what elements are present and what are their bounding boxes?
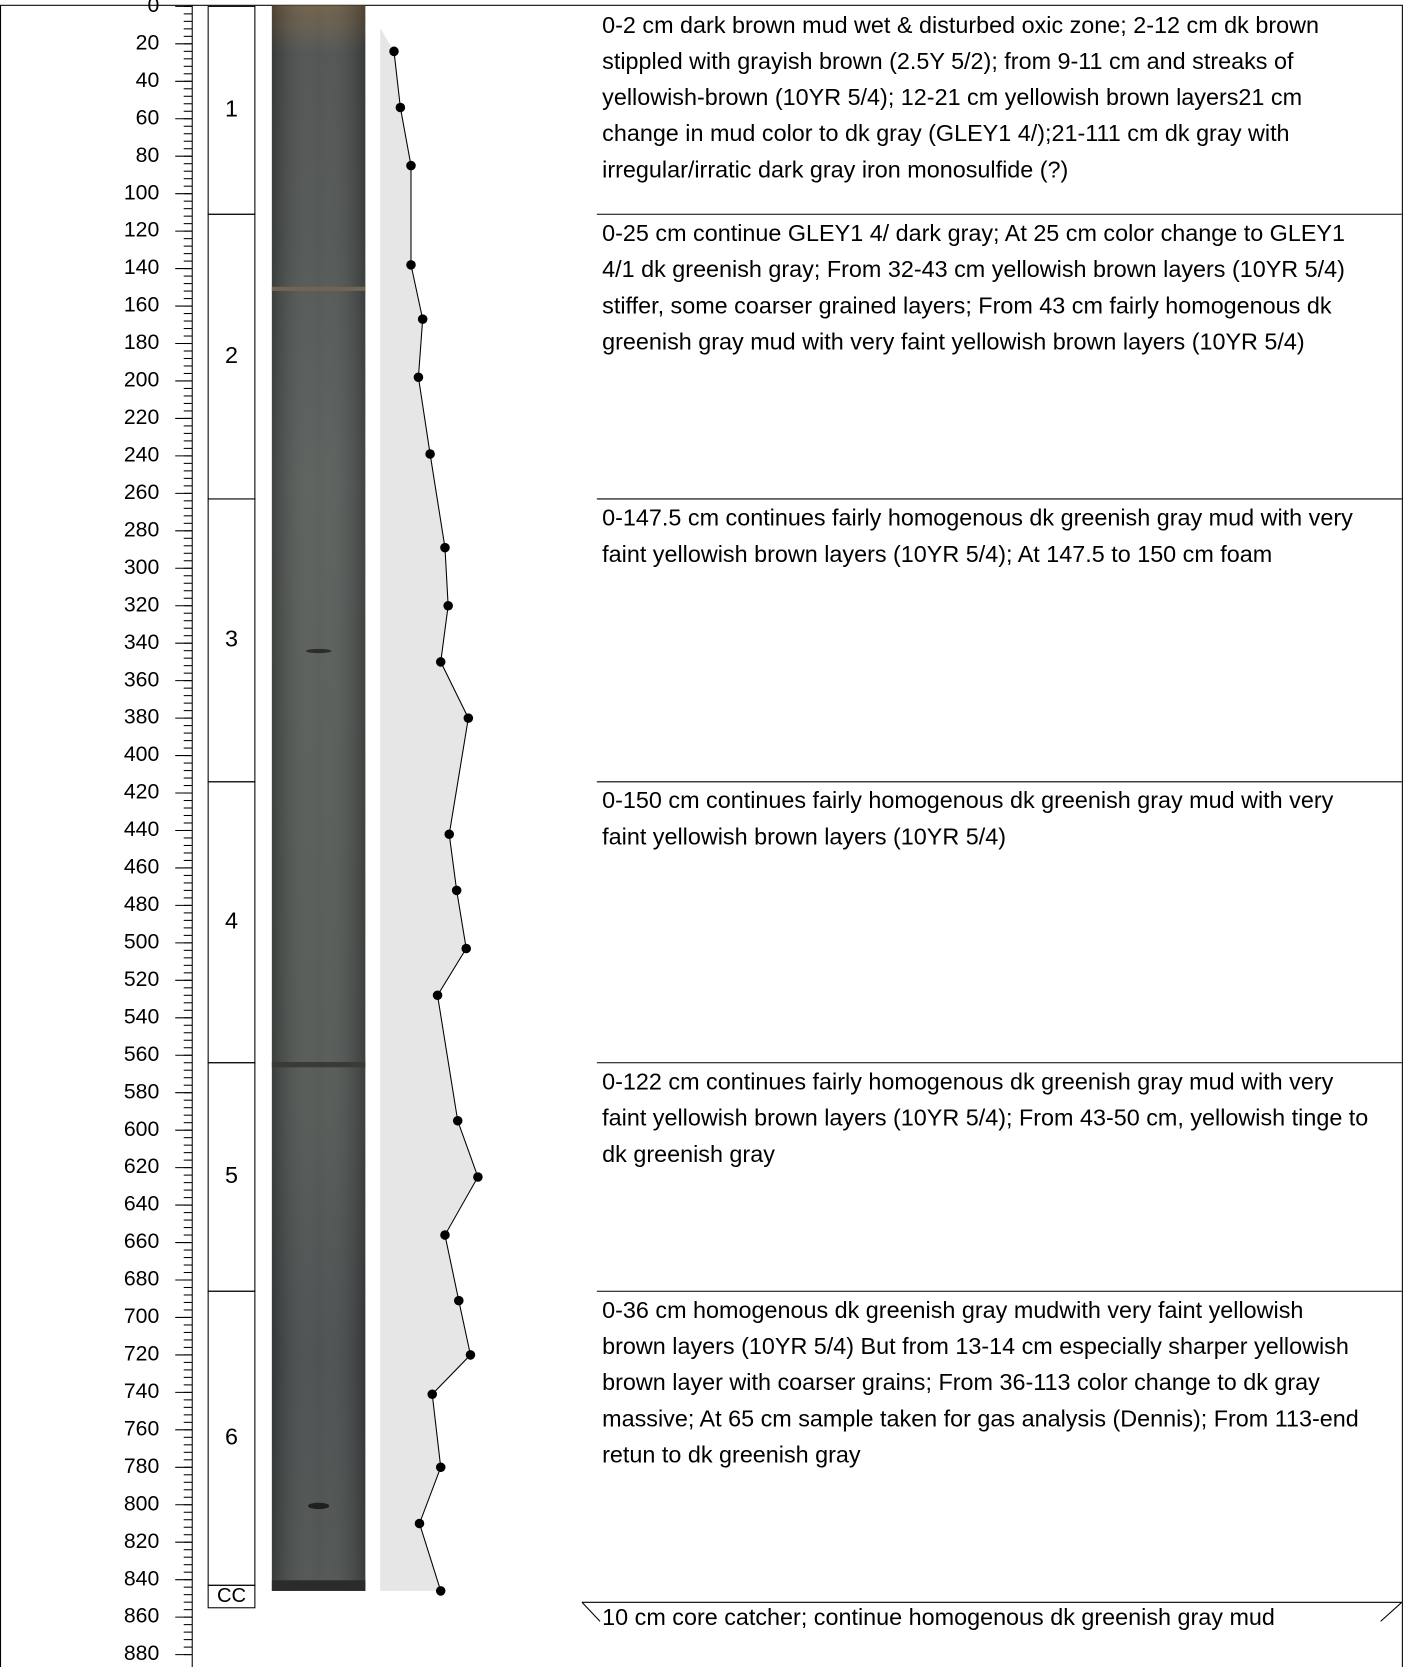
y-tick-label: 600 (124, 1117, 159, 1141)
section-label: 4 (225, 907, 238, 933)
profile-point (443, 600, 453, 611)
y-tick-label: 700 (124, 1304, 159, 1328)
y-tick-label: 240 (124, 442, 159, 466)
profile-point (461, 943, 471, 954)
profile-line (393, 51, 479, 1592)
profile-point (395, 102, 406, 113)
section-description: 0-25 cm continue GLEY1 4/ dark gray; At … (602, 219, 1346, 355)
profile-point (435, 657, 446, 667)
core-image-shade (271, 5, 366, 1591)
section-label: 1 (225, 95, 238, 121)
y-tick-label: 220 (124, 405, 159, 429)
section-label: 2 (225, 342, 238, 368)
y-tick-label: 540 (124, 1004, 159, 1028)
section-description: 0-36 cm homogenous dk greenish gray mudw… (602, 1296, 1359, 1468)
y-tick-label: 760 (124, 1416, 159, 1440)
y-tick-label: 800 (124, 1491, 159, 1515)
section-label: 6 (225, 1423, 238, 1449)
description-divider (1380, 1601, 1403, 1622)
section-description: 10 cm core catcher; continue homogenous … (602, 1603, 1275, 1630)
core-feature (307, 1502, 330, 1510)
section-description: 0-122 cm continues fairly homogenous dk … (602, 1068, 1369, 1167)
y-tick-label: 300 (124, 555, 159, 579)
y-tick-label: 780 (124, 1454, 159, 1478)
y-tick-label: 40 (136, 68, 160, 92)
section-box (207, 1584, 256, 1609)
profile-point (427, 1389, 438, 1400)
y-tick-label: 660 (124, 1229, 159, 1253)
y-tick-label: 480 (124, 892, 159, 916)
profile-point (414, 1518, 425, 1529)
section-description: 0-150 cm continues fairly homogenous dk … (602, 787, 1334, 850)
y-tick-label: 200 (124, 368, 159, 392)
core-end (271, 1580, 366, 1591)
y-tick-label: 0 (147, 0, 159, 17)
core-feature (305, 648, 332, 654)
y-tick-label: 520 (124, 967, 159, 991)
y-tick-label: 680 (124, 1267, 159, 1291)
y-tick-label: 160 (124, 293, 159, 317)
y-tick-label: 80 (136, 143, 160, 167)
profile-point (406, 260, 416, 270)
y-tick-label: 180 (124, 330, 159, 354)
profile-point (444, 829, 455, 840)
core-feature (271, 1062, 366, 1068)
y-tick-label: 340 (124, 630, 159, 654)
y-tick-label: 840 (124, 1566, 159, 1590)
profile-point (389, 46, 399, 57)
profile-point (432, 990, 443, 1001)
y-tick-label: 500 (124, 929, 159, 953)
description-divider (581, 1601, 601, 1622)
core-feature (271, 286, 366, 291)
y-tick-label: 820 (124, 1529, 159, 1553)
section-description: 0-147.5 cm continues fairly homogenous d… (602, 504, 1353, 567)
y-tick-label: 360 (124, 667, 159, 691)
y-tick-label: 260 (124, 480, 159, 504)
y-tick-label: 60 (136, 105, 160, 129)
y-tick-label: 420 (124, 780, 159, 804)
profile-point (452, 1116, 463, 1126)
frame (0, 4, 1403, 1667)
y-tick-label: 460 (124, 855, 159, 879)
y-tick-label: 560 (124, 1042, 159, 1066)
profile-point (451, 885, 462, 896)
y-tick-label: 380 (124, 705, 159, 729)
profile-point (473, 1172, 483, 1182)
profile-point (463, 713, 474, 723)
section-label: CC (217, 1585, 246, 1607)
y-tick-label: 620 (124, 1154, 159, 1178)
y-tick-label: 440 (124, 817, 159, 841)
profile-area (380, 27, 478, 1591)
y-tick-label: 740 (124, 1379, 159, 1403)
profile-point (440, 542, 450, 553)
profile-point (465, 1350, 476, 1360)
profile-point (440, 1230, 450, 1240)
profile-point (417, 314, 428, 324)
y-tick-label: 860 (124, 1604, 159, 1628)
y-tick-label: 140 (124, 255, 159, 279)
profile-point (454, 1295, 464, 1306)
y-tick-label: 720 (124, 1342, 159, 1366)
y-tick-label: 400 (124, 742, 159, 766)
y-tick-label: 320 (124, 592, 159, 616)
section-label: 5 (225, 1162, 238, 1188)
y-tick-label: 120 (124, 218, 159, 242)
profile-point (425, 449, 435, 459)
y-tick-label: 100 (124, 180, 159, 204)
section-label: 3 (225, 626, 238, 652)
y-tick-label: 640 (124, 1192, 159, 1216)
y-tick-label: 20 (136, 30, 160, 54)
profile-point (435, 1462, 446, 1473)
profile-point (435, 1586, 446, 1596)
section-description: 0-2 cm dark brown mud wet & disturbed ox… (602, 11, 1319, 183)
y-tick-label: 880 (124, 1641, 159, 1665)
profile-point (413, 372, 424, 383)
y-tick-label: 580 (124, 1079, 159, 1103)
y-tick-label: 280 (124, 517, 159, 541)
profile-point (406, 160, 416, 171)
